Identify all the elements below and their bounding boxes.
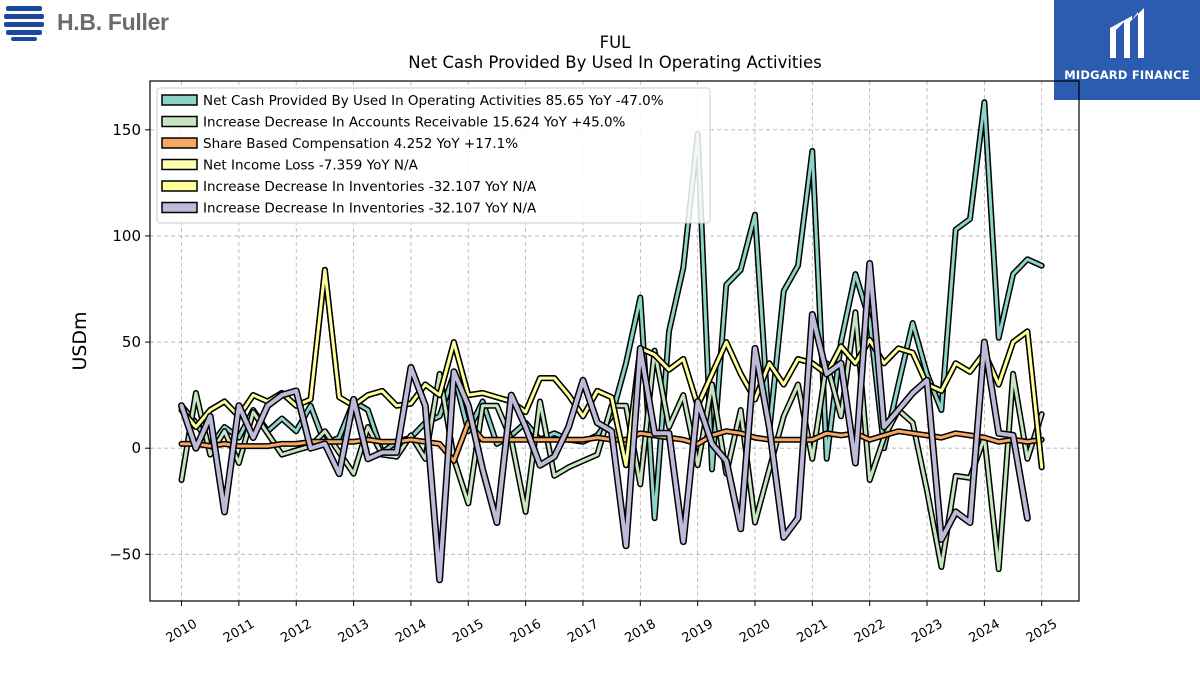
x-tick-label: 2019: [680, 617, 716, 647]
x-tick-label: 2010: [164, 617, 200, 647]
x-tick-label: 2018: [622, 617, 658, 647]
legend-swatch: [161, 180, 198, 192]
series-lines: [178, 99, 1045, 584]
legend-swatch: [161, 94, 198, 106]
legend-box: [156, 87, 711, 224]
chart-title: FUL: [600, 33, 632, 52]
series-stroke: [180, 268, 1044, 469]
x-tick-label: 2013: [336, 617, 372, 647]
legend-entry: Net Cash Provided By Used In Operating A…: [203, 93, 664, 109]
x-tick-label: 2023: [909, 617, 945, 647]
series-line-5: [178, 266, 1045, 471]
striped-circle-icon: [4, 6, 44, 41]
legend-swatch: [161, 201, 198, 214]
y-tick-label: 150: [112, 121, 141, 139]
hb-fuller-logo: [4, 6, 44, 41]
legend-swatch: [161, 158, 198, 171]
midgard-finance-icon: [1110, 8, 1144, 58]
series-stroke: [179, 261, 1030, 582]
legend-entry: Increase Decrease In Inventories -32.107…: [203, 201, 537, 217]
x-tick-label: 2017: [565, 617, 601, 647]
x-tick-label: 2025: [1024, 617, 1060, 647]
x-tick-label: 2014: [393, 617, 429, 647]
legend-entry: Share Based Compensation 4.252 YoY +17.1…: [203, 136, 518, 152]
brand-name: MIDGARD FINANCE: [1064, 68, 1190, 82]
legend-swatch: [161, 115, 198, 128]
y-tick-label: −50: [109, 545, 141, 563]
y-tick-label: 50: [122, 333, 141, 351]
y-tick-label: 0: [131, 439, 141, 457]
company-name: H.B. Fuller: [57, 9, 169, 35]
x-tick-label: 2016: [508, 617, 544, 647]
x-tick-label: 2024: [967, 617, 1003, 647]
legend-entry: Increase Decrease In Inventories -32.107…: [203, 179, 537, 195]
series-line-6: [178, 260, 1031, 584]
x-tick-label: 2020: [737, 617, 773, 647]
legend-entry: Net Income Loss -7.359 YoY N/A: [203, 158, 419, 174]
x-tick-label: 2015: [450, 617, 486, 647]
x-tick-label: 2021: [795, 617, 831, 647]
legend: Net Cash Provided By Used In Operating A…: [156, 87, 711, 224]
x-tick-label: 2011: [221, 617, 257, 647]
legend-entry: Increase Decrease In Accounts Receivable…: [203, 115, 626, 131]
y-tick-label: 100: [112, 227, 141, 245]
legend-swatch: [161, 137, 198, 149]
x-tick-label: 2022: [852, 617, 888, 647]
chart-subtitle: Net Cash Provided By Used In Operating A…: [408, 53, 821, 72]
y-axis-label: USDm: [69, 311, 91, 370]
plot-frame: [149, 80, 1080, 602]
x-tick-label: 2012: [278, 617, 314, 647]
midgard-finance-logo: MIDGARD FINANCE: [1054, 0, 1200, 100]
